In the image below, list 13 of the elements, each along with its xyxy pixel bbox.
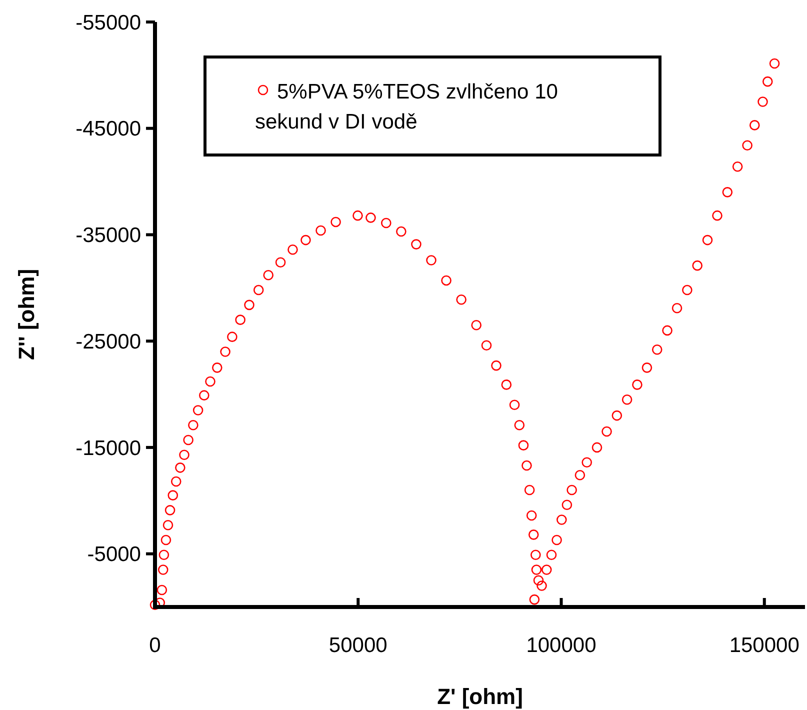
y-tick-label: -55000: [76, 11, 141, 34]
x-tick-label: 50000: [328, 634, 388, 657]
x-tick-label: 150000: [729, 634, 800, 657]
x-tick-label: 100000: [526, 634, 596, 657]
y-tick-label: -15000: [76, 436, 141, 460]
y-axis-title: Z'' [ohm]: [14, 268, 39, 360]
y-tick-label: -25000: [76, 330, 141, 354]
y-tick-label: -45000: [76, 118, 141, 141]
y-tick-label: -35000: [76, 224, 141, 248]
legend-label: 5%PVA 5%TEOS zvlhčeno 10 sekund v DI vodě: [255, 80, 558, 134]
x-tick-label: 0: [149, 634, 161, 657]
x-axis-title: Z' [ohm]: [437, 684, 523, 709]
y-tick-label: -5000: [87, 543, 141, 566]
